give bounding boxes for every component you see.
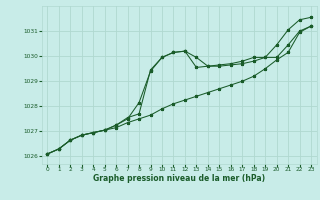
- X-axis label: Graphe pression niveau de la mer (hPa): Graphe pression niveau de la mer (hPa): [93, 174, 265, 183]
